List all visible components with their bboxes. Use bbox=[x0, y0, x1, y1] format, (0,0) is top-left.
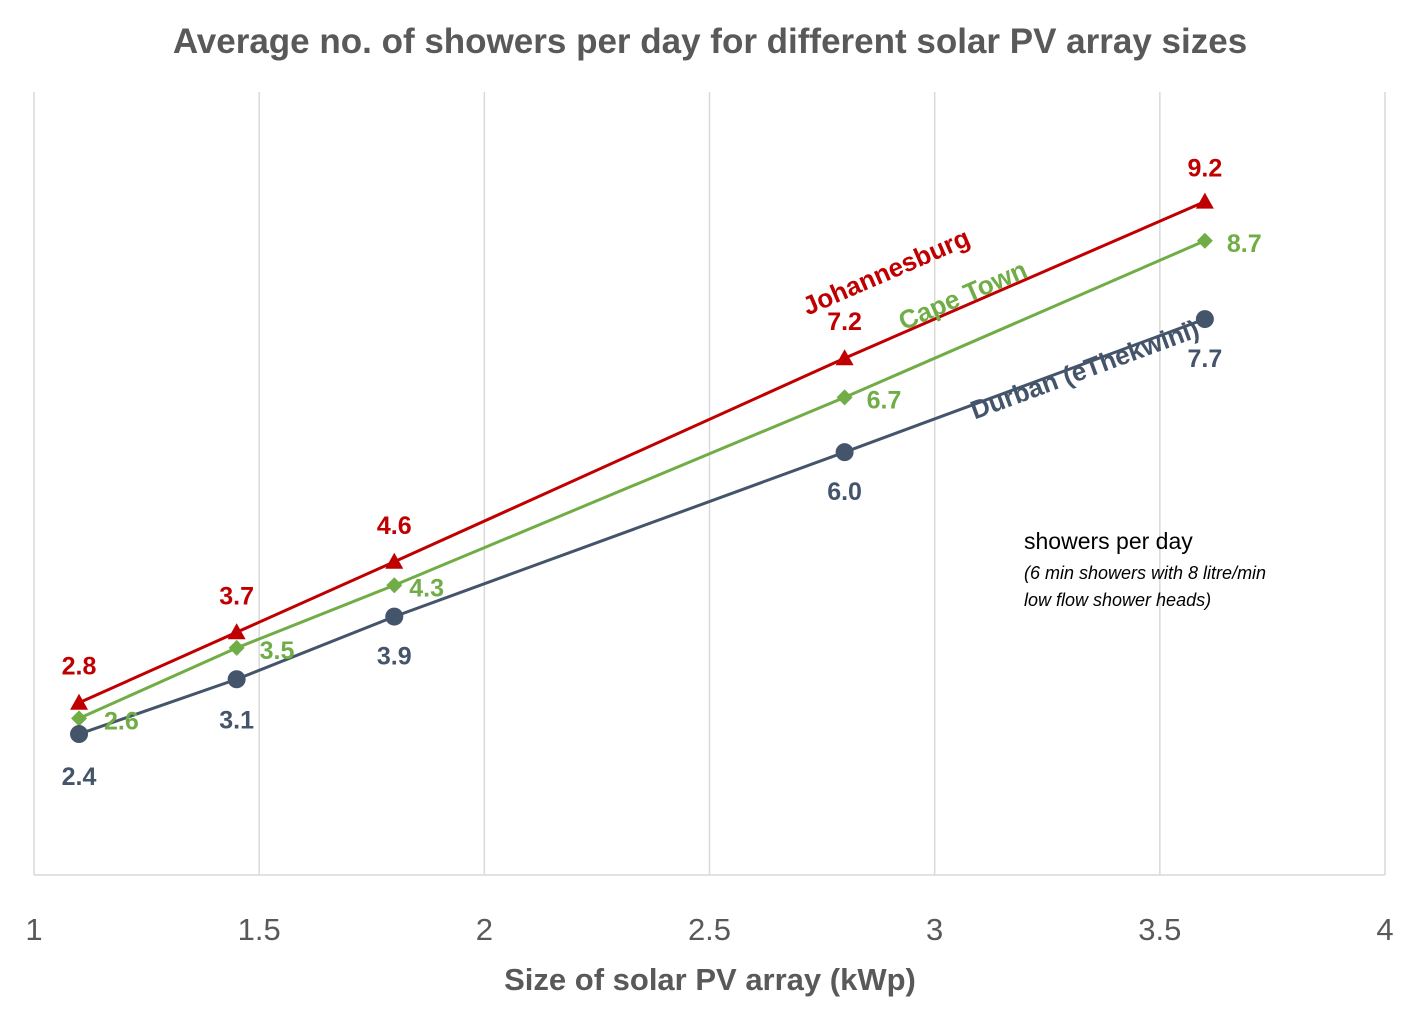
point-durban-ethekwini-3 bbox=[835, 443, 854, 462]
x-axis-title: Size of solar PV array (kWp) bbox=[504, 962, 916, 997]
point-cape-town-3 bbox=[836, 389, 853, 406]
point-durban-ethekwini-2 bbox=[385, 607, 404, 626]
data-label-cape-town-4: 8.7 bbox=[1227, 230, 1262, 258]
annotation-title: showers per day bbox=[1024, 528, 1193, 554]
series-line-cape-town bbox=[78, 239, 1206, 720]
x-tick-label-4: 4 bbox=[1376, 912, 1393, 947]
data-label-cape-town-0: 2.6 bbox=[104, 707, 139, 735]
x-tick-label-1-5: 1.5 bbox=[238, 912, 281, 947]
point-cape-town-2 bbox=[386, 577, 403, 594]
data-labels: 2.8 3.7 4.6 7.2 9.2 2.6 3.5 4.3 6.7 8.7 2.4 3.1 3.9 6… bbox=[62, 155, 1262, 791]
point-johannesburg-0 bbox=[70, 693, 89, 710]
chart-title: Average no. of showers per day for diffe… bbox=[172, 22, 1248, 61]
point-johannesburg-3 bbox=[835, 349, 854, 366]
data-label-cape-town-3: 6.7 bbox=[867, 386, 902, 414]
x-tick-label-3-5: 3.5 bbox=[1138, 912, 1181, 947]
data-label-johannesburg-0: 2.8 bbox=[62, 653, 97, 681]
x-tick-label-2-5: 2.5 bbox=[688, 912, 731, 947]
point-durban-ethekwini-1 bbox=[227, 670, 246, 689]
data-label-cape-town-2: 4.3 bbox=[409, 574, 444, 602]
series-layer bbox=[70, 192, 1214, 744]
point-durban-ethekwini-0 bbox=[70, 725, 89, 744]
annotation-line-1: (6 min showers with 8 litre/min bbox=[1024, 563, 1267, 583]
x-tick-label-3: 3 bbox=[926, 912, 943, 947]
data-label-durban-ethekwini-0: 2.4 bbox=[62, 763, 97, 791]
data-label-johannesburg-1: 3.7 bbox=[219, 582, 254, 610]
data-label-johannesburg-2: 4.6 bbox=[377, 512, 412, 540]
x-tick-labels: 1 1.5 2 2.5 3 3.5 4 bbox=[25, 912, 1393, 947]
x-tick-label-2: 2 bbox=[476, 912, 493, 947]
point-cape-town-0 bbox=[71, 710, 88, 727]
data-label-durban-ethekwini-2: 3.9 bbox=[377, 643, 412, 671]
point-durban-ethekwini-4 bbox=[1195, 310, 1214, 329]
point-johannesburg-4 bbox=[1195, 192, 1214, 209]
point-cape-town-4 bbox=[1196, 232, 1213, 249]
annotation-line-2: low flow shower heads) bbox=[1024, 590, 1212, 610]
series-line-johannesburg bbox=[78, 200, 1206, 705]
data-label-johannesburg-3: 7.2 bbox=[827, 308, 862, 336]
data-label-cape-town-1: 3.5 bbox=[260, 637, 295, 665]
data-label-durban-ethekwini-1: 3.1 bbox=[219, 706, 254, 734]
point-cape-town-1 bbox=[228, 639, 245, 656]
data-label-durban-ethekwini-4: 7.7 bbox=[1187, 345, 1222, 373]
gridlines bbox=[33, 92, 1386, 875]
data-label-durban-ethekwini-3: 6.0 bbox=[827, 478, 862, 506]
x-tick-label-1: 1 bbox=[25, 912, 42, 947]
point-johannesburg-2 bbox=[385, 552, 404, 569]
point-johannesburg-1 bbox=[227, 623, 246, 640]
data-label-johannesburg-4: 9.2 bbox=[1187, 155, 1222, 183]
